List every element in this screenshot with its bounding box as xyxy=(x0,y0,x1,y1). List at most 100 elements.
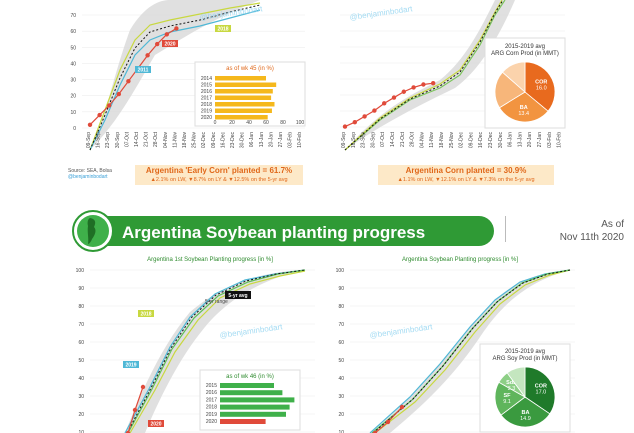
inset-bar xyxy=(215,108,272,113)
x-tick-label: 30-Dec xyxy=(240,132,246,149)
pie-slice-value: 17.0 xyxy=(536,390,547,396)
x-ticks: 09-Sep 16-Sep 23-Sep 30-Sep 07-Oct 14-Oct 21-O… xyxy=(341,131,563,148)
pie-slice-label: COR xyxy=(535,384,547,390)
y-tick-label: 10 xyxy=(70,110,76,116)
x-tick-label: 09-Dec xyxy=(211,132,217,149)
svg-text:2020: 2020 xyxy=(164,42,175,48)
inset-x-tick: 80 xyxy=(280,120,286,126)
series-2018-line xyxy=(89,2,261,151)
watermark: @benjaminbodart xyxy=(219,322,284,340)
pie-slice xyxy=(498,91,549,123)
x-tick-label: 23-Dec xyxy=(230,132,236,149)
x-tick-label: 13-Jan xyxy=(517,132,523,148)
series-green-line xyxy=(371,269,571,433)
pie-slice-value: 14.9 xyxy=(520,416,531,422)
pie-slice-value: 16.0 xyxy=(536,85,547,91)
inset-category-label: 2018 xyxy=(201,102,212,108)
first-soy-chart: Argentina 1st Soybean Planting progress … xyxy=(76,257,315,433)
svg-text:2015-2019 avg: 2015-2019 avg xyxy=(505,349,545,355)
series-2020-point xyxy=(352,120,357,125)
divider xyxy=(505,216,506,242)
x-tick-label: 25-Nov xyxy=(449,132,455,149)
svg-text:2015-2019 avg: 2015-2019 avg xyxy=(505,44,545,50)
series-2020-point xyxy=(107,103,112,108)
inset-bar xyxy=(220,411,286,417)
x-tick-label: 16-Dec xyxy=(220,132,226,149)
y-tick-label: 80 xyxy=(338,304,344,310)
inset-category-label: 2020 xyxy=(206,419,217,425)
inset-category-label: 2015 xyxy=(206,383,217,389)
svg-text:2020: 2020 xyxy=(150,422,161,428)
x-tick-label: 16-Sep xyxy=(351,132,357,148)
pie-slice-value: 13.4 xyxy=(518,111,529,117)
y-tick-label: 100 xyxy=(336,268,345,274)
pie-slice-label: BA xyxy=(520,105,528,111)
series-2020-point xyxy=(87,122,93,127)
series-2020-point xyxy=(372,108,377,113)
inset-category-label: 2017 xyxy=(201,96,212,102)
avg-line xyxy=(344,0,504,151)
pie-slice xyxy=(501,61,526,93)
inset-bar xyxy=(215,102,275,107)
pie-slice xyxy=(524,366,556,415)
as-of: As of Nov 11th 2020 xyxy=(514,218,624,244)
x-tick-label: 27-Jan xyxy=(537,132,543,148)
series-2020 xyxy=(87,26,179,127)
series-2020-point xyxy=(97,112,102,118)
y-tick-label: 50 xyxy=(70,45,76,51)
inset-bar xyxy=(215,95,272,100)
series-2020-point xyxy=(140,384,146,390)
range-band xyxy=(370,270,570,433)
series-2018-line xyxy=(129,270,306,433)
series-2020-point xyxy=(431,80,436,86)
series-2020-point xyxy=(362,114,367,119)
y-tick-label: 50 xyxy=(78,358,84,364)
inset-category-label: 2019 xyxy=(206,412,217,418)
inset-bar xyxy=(220,419,266,424)
series-2020-point xyxy=(385,419,391,425)
tag-2018 xyxy=(138,310,154,317)
x-tick-label: 23-Dec xyxy=(488,132,494,149)
series-2020 xyxy=(125,384,146,433)
y-tick-label: 60 xyxy=(338,340,344,346)
inset-category-label: 2019 xyxy=(201,109,212,115)
series-2020-point xyxy=(391,95,397,100)
watermark: @benjaminbodart xyxy=(369,322,434,340)
corn-summary-box xyxy=(378,165,554,185)
x-tick-label: 23-Sep xyxy=(105,132,111,148)
x-tick-label: 04-Nov xyxy=(419,132,425,149)
series-2020-point xyxy=(174,26,179,31)
x-tick-label: 07-Oct xyxy=(380,131,386,147)
x-tick-label: 28-Oct xyxy=(410,131,416,147)
series-2020-point xyxy=(155,41,160,47)
pie-panel: 2015-2019 avg ARG Soy Prod (in MMT) COR1… xyxy=(479,343,571,433)
tag-2018 xyxy=(215,25,231,32)
inset-x-tick: 20 xyxy=(229,120,235,126)
y-tick-label: 40 xyxy=(70,61,76,67)
y-tick-label: 30 xyxy=(78,394,84,400)
x-tick-label: 11-Nov xyxy=(429,132,435,148)
x-tick-label: 30-Sep xyxy=(370,132,376,148)
inset-category-label: 2015 xyxy=(201,83,212,89)
x-ticks: 09-Sep 16-Sep 23-Sep 30-Sep 07-Oct 14-Oct 21-O… xyxy=(86,131,303,148)
svg-text:2018: 2018 xyxy=(140,312,151,318)
y-tick-label: 80 xyxy=(78,304,84,310)
series-2020-point xyxy=(399,404,405,410)
series-2020 xyxy=(372,404,405,433)
x-tick-label: 06-Jan xyxy=(508,132,514,148)
x-tick-label: 02-Dec xyxy=(201,132,207,149)
pie-slice-label: BA xyxy=(521,410,529,416)
svg-text:2018: 2018 xyxy=(217,27,228,33)
x-tick-label: 10-Feb xyxy=(297,132,303,148)
series-2020-point xyxy=(164,32,169,37)
x-tick-label: 23-Sep xyxy=(361,132,367,148)
x-tick-label: 30-Dec xyxy=(498,132,504,149)
x-tick-label: 06-Jan xyxy=(249,132,255,148)
inset-category-label: 2020 xyxy=(201,115,212,121)
range-band xyxy=(90,0,260,150)
pie-slice xyxy=(500,396,551,428)
as-of-date: Nov 11th 2020 xyxy=(559,232,624,243)
